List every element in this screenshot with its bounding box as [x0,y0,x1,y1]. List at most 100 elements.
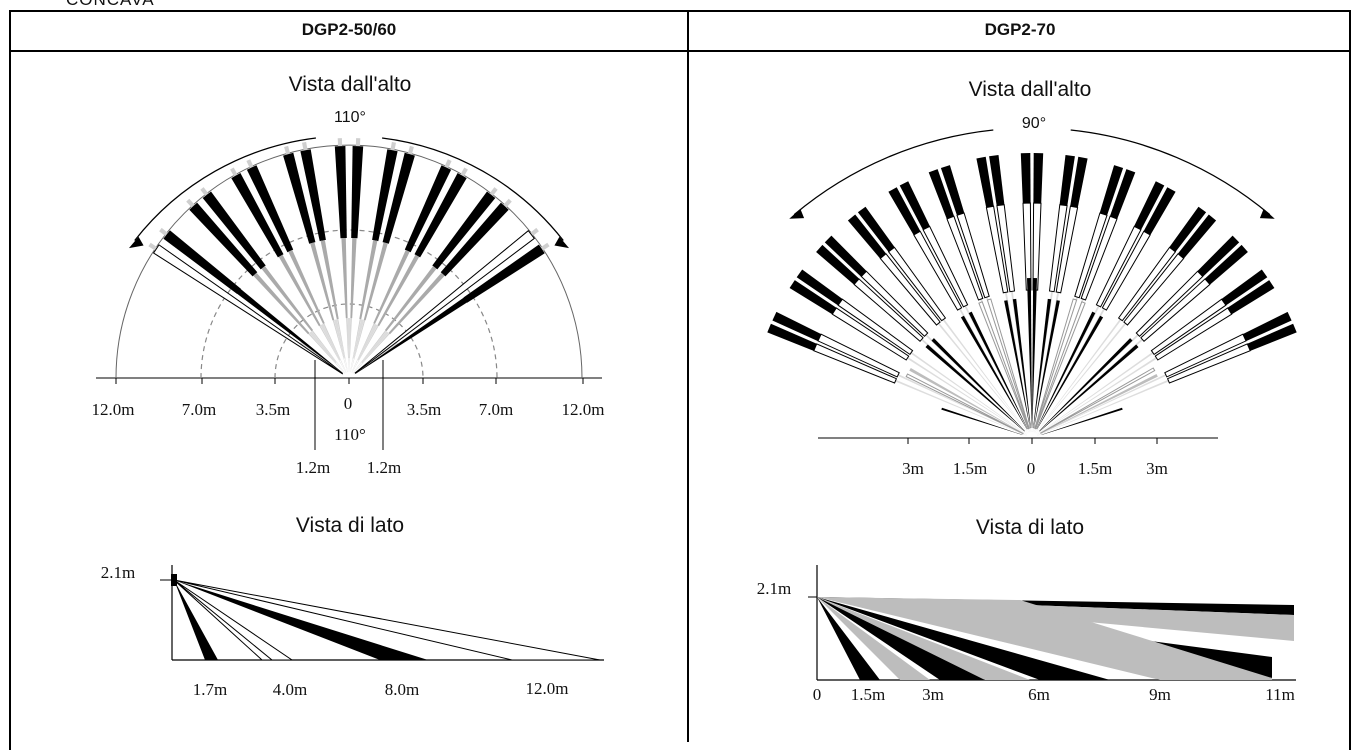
beam-zone-far [796,269,843,306]
beam-zone-near [353,319,365,359]
beam-zone-near [357,323,378,361]
beam-zone-far [772,311,822,342]
left-height-label: 2.1m [101,563,135,582]
beam-zone-far [1197,235,1240,277]
beam-zone-far [1221,269,1268,306]
beam-zone-near [299,341,334,367]
beam-zone-far [1169,206,1207,252]
beam-zone-far [824,235,867,277]
left-ruler-label: 3.5m [407,400,441,419]
beam-zone-outline [1074,212,1108,299]
left-inner-ruler-label: 1.2m [296,458,330,477]
beam-zone-mid [385,266,437,332]
beam-zone-mid [341,238,348,319]
side-beam-near [817,597,930,680]
beam-zone-far [1033,153,1044,204]
beam-zone-outline [1101,230,1151,311]
beam-zone-far [989,155,1005,206]
beam-zone-far [857,206,895,252]
right-ruler-label: 3m [1146,459,1168,478]
table-header-row [9,10,1351,52]
beam-zone-far [847,214,887,259]
beam-zone-far [940,165,965,216]
right-side-view-diagram [808,565,1296,681]
left-ruler-label: 7.0m [182,400,216,419]
angle-arc [382,137,564,241]
beam-zone-far [351,146,364,239]
beam-zone-mid [1033,300,1060,429]
beam-zone-far [372,149,398,242]
beam-zone-outline [985,205,1009,294]
beam-zone-far [334,146,347,239]
side-beam-mid [817,597,1110,680]
beam-zone-mid [388,272,445,335]
beam-zone-mid [925,344,1025,432]
beam-zone-mid [1012,298,1031,429]
beam-zone-far [1099,165,1124,216]
left-angle-label: 110° [334,109,366,126]
beam-zone-far [1143,187,1176,235]
column-divider [687,10,689,742]
angle-arrow [1259,208,1275,219]
left-ruler-label: 12.0m [92,400,135,419]
beam-zone-outline [996,204,1016,293]
beam-zone-far [789,280,837,315]
right-ruler-label: 0 [1027,459,1036,478]
beam-zone-near [333,319,345,359]
beam-zone-near [941,407,1023,435]
beam-zone-far [355,244,545,374]
beam-zone-mid [310,242,335,321]
table-frame [9,10,1351,750]
beam-zone-mid [377,254,420,327]
right-side-ruler-label: 6m [1028,685,1050,704]
beam-zone-far [1059,155,1075,206]
beam-zone-far [976,156,994,208]
beam-zone-mid [253,272,310,335]
beam-zone-far [231,173,284,258]
beam-zone-outline [1022,202,1032,291]
left-top-view-diagram [96,137,602,450]
beam-zone-near [347,318,351,358]
beam-zone-outline [837,298,914,356]
side-beam-far [173,579,601,661]
left-ruler-label: 7.0m [479,400,513,419]
beam-zone-far [440,202,509,277]
beam-zone-outline [1055,205,1079,294]
beam-zone-mid [373,250,410,324]
left-side-ruler-label: 12.0m [526,679,569,698]
beam-zone-near [909,368,1024,434]
right-side-ruler-label: 1.5m [851,685,885,704]
left-side-view-diagram [160,565,604,661]
beam-zone-mid [960,315,1028,430]
beam-zone-mid [288,250,325,324]
beam-zone-mid [1032,278,1037,428]
angle-arrow [128,236,144,249]
beam-zone-near [1040,367,1156,434]
left-side-ruler-label: 4.0m [273,680,307,699]
beam-zone-near [905,373,1024,435]
beam-zone-near [1041,407,1123,435]
side-beam-near [174,580,218,660]
left-side-ruler-label: 8.0m [385,680,419,699]
beam-zone-far [928,169,955,219]
beam-zone-far [1242,311,1292,342]
beam-zone-far [283,152,316,244]
beam-zone-mid [278,254,321,327]
beam-zone-far [1109,169,1136,219]
right-ruler-label: 1.5m [953,459,987,478]
left-top-view-title: Vista dall'alto [288,73,412,96]
beam-zone-far [246,165,294,253]
side-beam-near [817,597,880,680]
beam-zone-outline [813,343,898,384]
beam-zone-far [300,149,326,242]
beam-zone-mid [261,266,313,332]
beam-zone-outline [1154,307,1233,361]
beam-zone-far [432,191,496,270]
beam-zone-far [1227,280,1275,315]
right-side-ruler-label: 0 [813,685,822,704]
beam-zone-mid [1027,278,1032,428]
beam-zone-far [382,152,415,244]
left-ruler-label: 12.0m [562,400,605,419]
beam-zone-mid [1036,315,1104,430]
